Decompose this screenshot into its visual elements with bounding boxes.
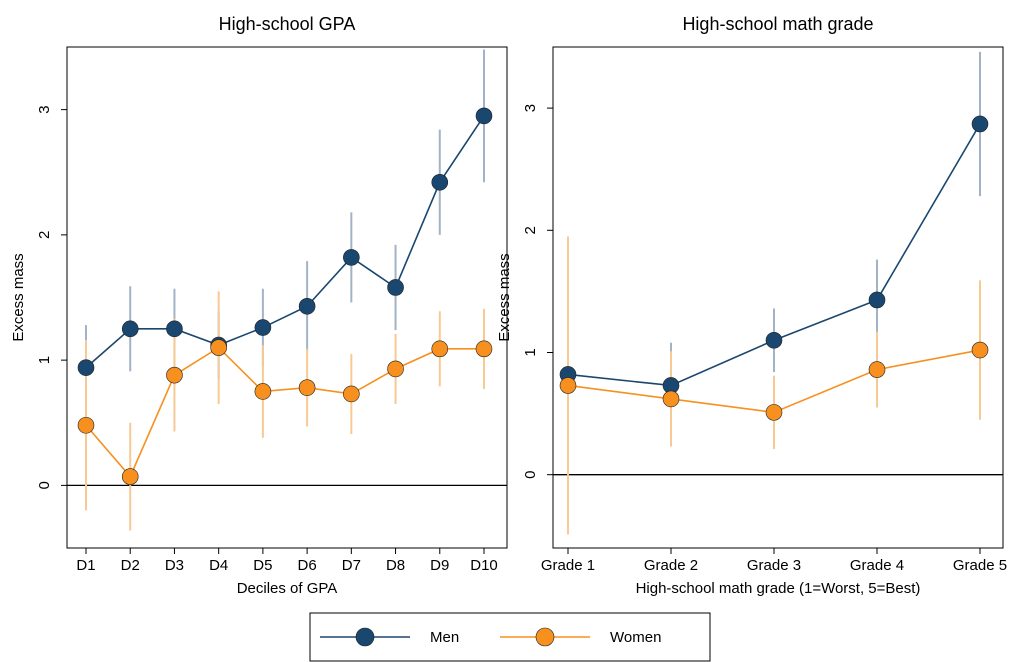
x-tick-label: D10 [470,557,498,574]
y-axis-title: Excess mass [10,253,27,341]
plot-frame [66,46,508,549]
x-tick-label: D1 [76,557,95,574]
x-tick-label: D4 [209,557,228,574]
legend-marker [535,627,555,647]
x-tick-label: Grade 3 [747,557,801,574]
point [254,383,272,400]
x-tick-label: D7 [342,557,361,574]
legend-label: Men [430,629,459,646]
point [298,379,316,396]
point [475,107,493,125]
point [431,173,449,191]
point [387,279,404,296]
point [765,404,783,421]
x-tick-label: D6 [298,557,317,574]
point [254,319,272,336]
point [868,291,886,309]
point [387,360,404,378]
y-tick-label: 2 [522,226,539,234]
y-tick-label: 1 [522,348,539,356]
y-tick-label: 3 [36,105,53,113]
point [298,297,316,315]
x-axis-title: High-school math grade (1=Worst, 5=Best) [636,580,921,597]
point [971,341,989,359]
point [121,320,139,338]
x-tick-label: D5 [253,557,272,574]
x-tick-label: D9 [430,557,449,574]
plot-frame [552,46,1004,549]
y-tick-label: 0 [522,471,539,479]
y-axis-title: Excess mass [496,253,513,341]
point [166,366,183,384]
legend-marker [355,627,375,647]
legend-label: Women [610,629,661,646]
point [210,339,227,356]
y-tick-label: 0 [36,481,53,489]
y-tick-label: 2 [36,231,53,239]
chart-title: High-school GPA [219,14,356,34]
x-tick-label: Grade 4 [850,557,904,574]
point [765,331,783,349]
x-tick-label: Grade 5 [953,557,1007,574]
point [475,340,493,358]
point [77,416,95,434]
point [559,377,577,394]
series-line [85,115,485,369]
y-tick-label: 3 [522,104,539,112]
point [431,340,449,358]
point [868,361,886,378]
x-tick-label: D2 [121,557,140,574]
point [77,359,95,376]
x-tick-label: Grade 2 [644,557,698,574]
point [343,249,360,266]
point [971,115,989,133]
point [121,468,139,485]
y-tick-label: 1 [36,356,53,364]
point [166,320,183,338]
x-tick-label: D8 [386,557,405,574]
x-axis-title: Deciles of GPA [237,580,338,597]
chart-title: High-school math grade [682,14,873,34]
series-line [85,346,484,479]
x-tick-label: D3 [165,557,184,574]
point [662,390,680,408]
point [343,385,360,403]
x-tick-label: Grade 1 [541,557,595,574]
